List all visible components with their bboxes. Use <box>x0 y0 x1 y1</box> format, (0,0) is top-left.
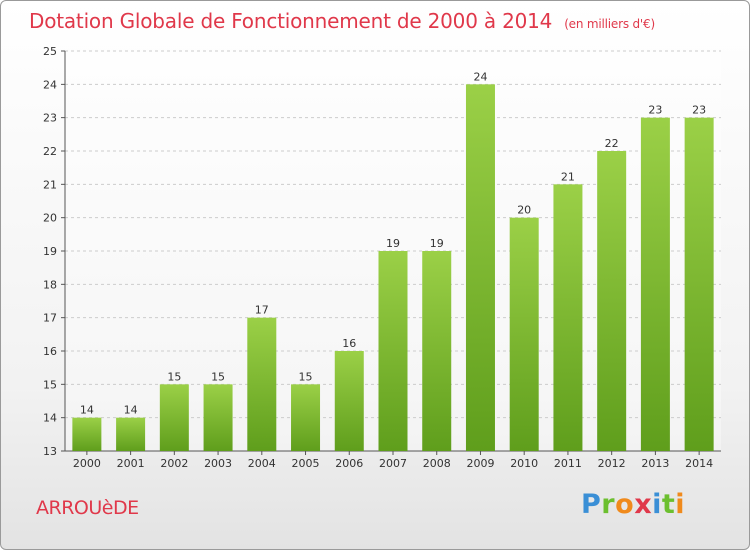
x-tick-label: 2008 <box>423 457 451 470</box>
y-tick-label: 23 <box>43 112 57 125</box>
chart-unit: (en milliers d'€) <box>564 17 655 31</box>
data-label: 19 <box>386 237 400 250</box>
bar <box>597 151 627 451</box>
y-tick-label: 24 <box>43 78 57 91</box>
y-tick-label: 16 <box>43 345 57 358</box>
y-tick-label: 21 <box>43 178 57 191</box>
logo-letter: x <box>634 489 653 520</box>
x-tick-label: 2014 <box>685 457 713 470</box>
x-tick-label: 2001 <box>117 457 145 470</box>
bar <box>378 251 408 451</box>
x-tick-label: 2004 <box>248 457 276 470</box>
logo-letter: r <box>601 489 616 520</box>
x-tick-label: 2013 <box>641 457 669 470</box>
data-label: 24 <box>473 70 487 83</box>
x-tick-label: 2006 <box>335 457 363 470</box>
bar <box>465 84 495 451</box>
logo-letter: t <box>661 489 676 520</box>
bar <box>247 317 277 451</box>
bar <box>334 351 364 451</box>
data-label: 23 <box>648 104 662 117</box>
data-label: 15 <box>167 370 181 383</box>
y-tick-label: 22 <box>43 145 57 158</box>
data-label: 14 <box>80 404 94 417</box>
x-tick-label: 2012 <box>598 457 626 470</box>
x-tick-label: 2000 <box>73 457 101 470</box>
logo-letter: i <box>675 489 686 520</box>
x-tick-label: 2003 <box>204 457 232 470</box>
y-tick-label: 18 <box>43 278 57 291</box>
y-tick-label: 17 <box>43 312 57 325</box>
y-tick-label: 20 <box>43 212 57 225</box>
x-tick-label: 2005 <box>292 457 320 470</box>
x-tick-label: 2009 <box>466 457 494 470</box>
logo-letter: P <box>581 489 602 520</box>
x-tick-label: 2011 <box>554 457 582 470</box>
commune-name: ARROUèDE <box>36 497 139 519</box>
y-tick-label: 15 <box>43 378 57 391</box>
data-label: 17 <box>255 304 269 317</box>
data-label: 15 <box>299 370 313 383</box>
chart-title-text: Dotation Globale de Fonctionnement de 20… <box>29 9 553 33</box>
chart-title: Dotation Globale de Fonctionnement de 20… <box>29 9 655 33</box>
bar <box>509 217 539 451</box>
data-label: 16 <box>342 337 356 350</box>
bar <box>422 251 452 451</box>
bar <box>553 184 583 452</box>
logo-letter: i <box>652 489 662 520</box>
logo-letter: o <box>615 489 635 520</box>
x-tick-label: 2002 <box>160 457 188 470</box>
bar <box>640 117 670 452</box>
data-label: 21 <box>561 170 575 183</box>
data-label: 20 <box>517 204 531 217</box>
y-tick-label: 13 <box>43 445 57 458</box>
bar <box>684 117 714 452</box>
bar <box>159 384 189 451</box>
y-tick-label: 25 <box>43 45 57 58</box>
data-label: 15 <box>211 370 225 383</box>
bar <box>203 384 233 451</box>
proxiti-logo: Proxiti <box>581 489 685 520</box>
y-tick-label: 19 <box>43 245 57 258</box>
bar <box>291 384 321 451</box>
y-tick-label: 14 <box>43 412 57 425</box>
x-tick-label: 2010 <box>510 457 538 470</box>
data-label: 23 <box>692 104 706 117</box>
bar <box>116 417 146 451</box>
data-label: 19 <box>430 237 444 250</box>
data-label: 22 <box>605 137 619 150</box>
bar <box>72 417 102 451</box>
data-label: 14 <box>124 404 138 417</box>
x-tick-label: 2007 <box>379 457 407 470</box>
